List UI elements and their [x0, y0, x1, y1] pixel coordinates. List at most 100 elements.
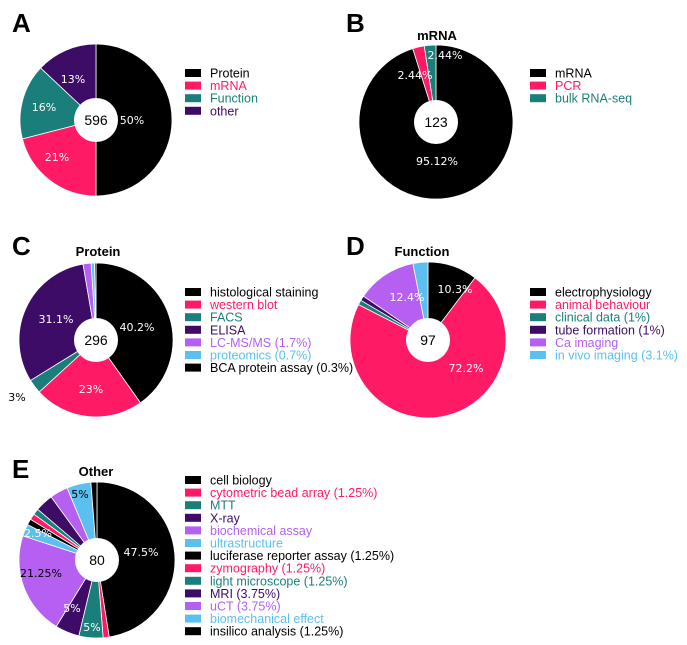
panel-letter: E	[12, 454, 29, 484]
legend-swatch	[530, 69, 546, 77]
panel-letter: C	[12, 231, 31, 261]
legend-swatch	[185, 476, 201, 484]
panel-c: C Protein 296 40.2% 23% 3% 31.1% histological s…	[8, 231, 353, 418]
legend-label: western blot	[209, 298, 278, 312]
legend-label: electrophysiology	[555, 286, 652, 300]
pie-slice-ca-imaging	[362, 263, 429, 341]
legend-label: cytometric bead array (1.25%)	[210, 486, 377, 500]
legend-label: mRNA	[210, 79, 247, 93]
legend-swatch	[185, 300, 201, 309]
legend-swatch	[185, 614, 201, 623]
pie-slice-histological-staining	[95, 262, 174, 404]
legend-label: biomechanical effect	[210, 612, 324, 626]
pie-center-hole	[74, 318, 118, 362]
total-count: 97	[420, 332, 436, 348]
legend-label: uCT (3.75%)	[210, 600, 281, 614]
legend-swatch	[185, 325, 201, 334]
legend-label: proteomics (0.7%)	[210, 349, 311, 363]
slice-label: 2.44%	[398, 69, 433, 82]
pie-title: Other	[79, 464, 114, 479]
slice-label: 72.2%	[449, 362, 484, 375]
legend-swatch	[530, 338, 546, 347]
slice-label: 3%	[8, 391, 25, 404]
pie-slice-cell-biology	[96, 481, 176, 638]
legend-swatch	[185, 94, 201, 103]
legend-swatch	[185, 513, 201, 522]
legend-label: biochemical assay	[210, 524, 313, 538]
legend-label: bulk RNA-seq	[555, 92, 632, 106]
pie-slice-mrna	[21, 119, 97, 197]
slice-label: 2.44%	[428, 49, 463, 62]
legend-label: X-ray	[210, 511, 241, 525]
panel-letter: D	[346, 231, 365, 261]
pie-title: mRNA	[417, 28, 457, 43]
slice-label: 2.5%	[24, 527, 52, 540]
pie-slice-elisa	[18, 263, 97, 381]
legend-swatch	[530, 325, 546, 334]
pie-center-hole	[414, 100, 458, 144]
legend-swatch	[185, 564, 201, 573]
legend-label: light microscope (1.25%)	[210, 574, 348, 588]
legend-label: BCA protein assay (0.3%)	[210, 361, 353, 375]
slice-label: 5%	[63, 602, 80, 615]
slice-label: 5%	[83, 621, 100, 634]
legend-label: LC-MS/MS (1.7%)	[210, 336, 311, 350]
legend-swatch	[185, 627, 201, 636]
slice-label: 40.2%	[120, 321, 155, 334]
panel-d: D Function 97 10.3% 72.2% 12.4% electrophysiol…	[346, 231, 678, 419]
legend-label: Protein	[210, 67, 250, 81]
pie-slice-western-blot	[38, 339, 142, 418]
total-count: 123	[424, 114, 448, 130]
slice-label: 16%	[32, 101, 56, 114]
slice-label: 50%	[120, 114, 144, 127]
legend-swatch	[530, 300, 546, 309]
legend-label: histological staining	[210, 286, 318, 300]
legend-label: in vivo imaging (3.1%)	[555, 349, 678, 363]
total-count: 80	[89, 552, 105, 568]
legend-swatch	[185, 602, 201, 610]
slice-label: 21%	[45, 151, 69, 164]
legend-swatch	[530, 351, 546, 359]
legend-swatch	[530, 94, 546, 103]
pie-center-hole	[406, 318, 450, 362]
legend-label: animal behaviour	[555, 298, 650, 312]
legend-label: mRNA	[555, 67, 592, 81]
slice-label: 12.4%	[390, 291, 425, 304]
legend-label: luciferase reporter assay (1.25%)	[210, 549, 394, 563]
slice-label: 95.12%	[416, 155, 458, 168]
legend-label: Function	[210, 92, 258, 106]
legend-label: cell biology	[210, 474, 273, 488]
pie-title: Function	[395, 244, 450, 259]
total-count: 296	[84, 332, 108, 348]
legend-swatch	[185, 288, 201, 296]
slice-label: 47.5%	[124, 546, 159, 559]
legend-label: ELISA	[210, 323, 246, 337]
legend-swatch	[185, 526, 201, 535]
legend-swatch	[185, 338, 201, 347]
legend-swatch	[185, 501, 201, 510]
slice-label: 13%	[61, 73, 85, 86]
legend-swatch	[185, 589, 201, 598]
panel-letter: B	[346, 8, 365, 38]
legend-swatch	[530, 288, 546, 296]
legend-swatch	[185, 313, 201, 322]
legend-swatch	[530, 81, 546, 90]
legend-swatch	[185, 488, 201, 497]
legend-swatch	[185, 551, 201, 560]
legend-label: FACS	[210, 311, 243, 325]
panel-letter: A	[12, 8, 31, 38]
legend-swatch	[185, 106, 201, 115]
pie-slice-protein	[95, 43, 173, 197]
legend-label: insilico analysis (1.25%)	[210, 625, 343, 639]
slice-label: 21.25%	[20, 567, 62, 580]
legend-swatch	[185, 81, 201, 90]
pie-center-hole	[74, 98, 118, 142]
legend-label: PCR	[555, 79, 581, 93]
legend-swatch	[185, 351, 201, 359]
